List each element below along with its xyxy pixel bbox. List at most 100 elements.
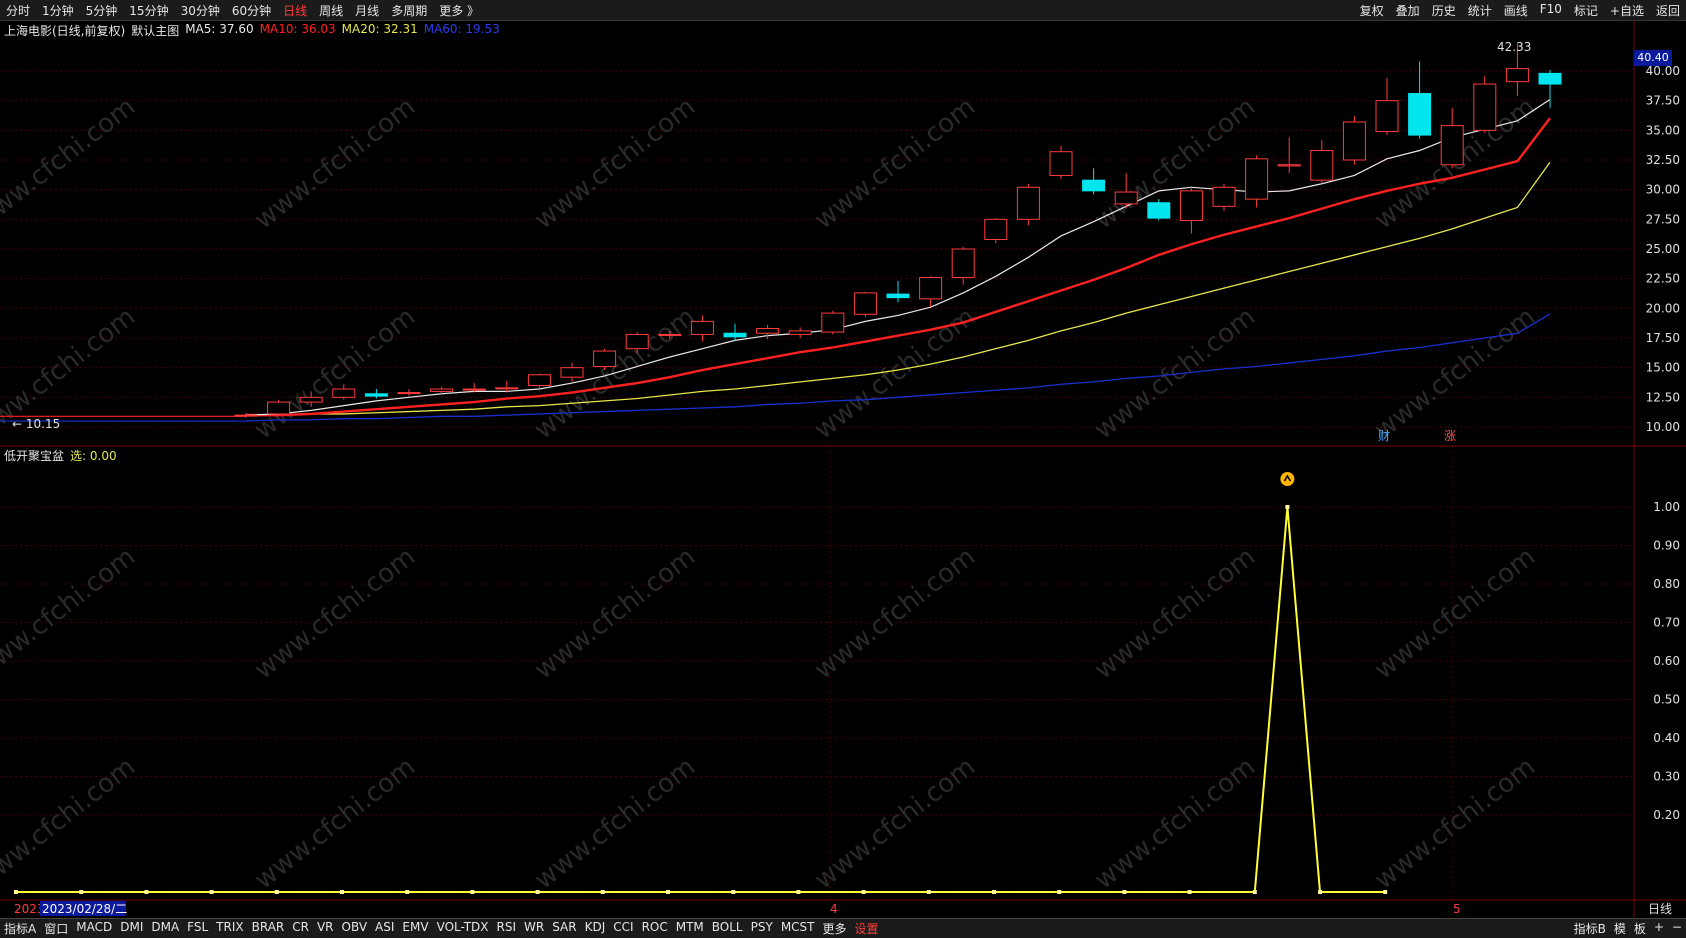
indicator-tab-18[interactable]: CCI	[613, 920, 634, 934]
price-tick-label: 20.00	[1646, 301, 1680, 315]
indicator-tab-19[interactable]: ROC	[641, 920, 668, 934]
bottom-control-1[interactable]: 模	[1613, 922, 1626, 936]
indicator-point	[1285, 505, 1290, 509]
kline-chart[interactable]: www.cfchi.com www.cfchi.com www.cfchi.com w…	[0, 20, 1686, 918]
indicator-tick-label: 0.60	[1653, 654, 1680, 668]
price-tick-label: 30.00	[1646, 183, 1680, 197]
candle-down	[886, 293, 910, 299]
indicator-point	[926, 890, 931, 894]
indicator-tab-7[interactable]: BRAR	[251, 920, 285, 934]
bottom-control-4[interactable]: −	[1671, 920, 1682, 934]
indicator-point	[731, 890, 736, 894]
bottom-control-3[interactable]: +	[1653, 920, 1664, 934]
indicator-tab-16[interactable]: SAR	[552, 920, 577, 934]
indicator-tab-23[interactable]: MCST	[780, 920, 815, 934]
indicator-tab-17[interactable]: KDJ	[584, 920, 606, 934]
watermark-text: www.cfchi.com	[1369, 302, 1541, 446]
candle-up	[1342, 121, 1366, 161]
toolbar-button-6[interactable]: 标记	[1573, 3, 1598, 18]
signal-arrow-icon	[1283, 474, 1292, 482]
bottom-control-0[interactable]: 指标B	[1573, 922, 1606, 936]
watermark-text: www.cfchi.com	[529, 302, 701, 446]
indicator-tab-4[interactable]: DMA	[151, 920, 180, 934]
toolbar-button-5[interactable]: F10	[1539, 1, 1562, 16]
price-tick-label: 32.50	[1646, 153, 1680, 167]
candle-up	[234, 414, 258, 417]
price-tick-label: 10.00	[1646, 420, 1680, 434]
tab-period-5[interactable]: 60分钟	[231, 3, 272, 18]
candle-up	[788, 330, 812, 335]
price-tick-label: 22.50	[1646, 272, 1680, 286]
main-legend: 上海电影(日线,前复权) 默认主图 MA5: 37.60 MA10: 36.03…	[4, 22, 500, 39]
indicator-tab-8[interactable]: CR	[292, 920, 309, 934]
candle-up	[495, 387, 519, 390]
indicator-tab-24[interactable]: 更多	[822, 922, 847, 936]
tab-period-7[interactable]: 周线	[319, 3, 344, 18]
indicator-tab-6[interactable]: TRIX	[216, 920, 244, 934]
toolbar-button-2[interactable]: 历史	[1431, 3, 1456, 18]
tab-period-8[interactable]: 月线	[355, 3, 380, 18]
tab-period-6[interactable]: 日线	[283, 3, 308, 18]
indicator-point	[1057, 890, 1062, 894]
watermark-text: www.cfchi.com	[529, 542, 701, 686]
indicator-tab-12[interactable]: EMV	[402, 920, 429, 934]
indicator-name[interactable]: 低开聚宝盆	[4, 449, 65, 463]
candle-up	[527, 374, 551, 386]
bottom-control-2[interactable]: 板	[1633, 922, 1646, 936]
candle-up	[267, 401, 291, 415]
indicator-tab-9[interactable]: VR	[316, 920, 334, 934]
candle-up	[919, 276, 943, 300]
tab-period-1[interactable]: 1分钟	[42, 3, 74, 18]
price-tick-label: 27.50	[1646, 212, 1680, 226]
indicator-tab-1[interactable]: 窗口	[44, 922, 69, 936]
tab-period-10[interactable]: 更多 》	[439, 3, 480, 18]
indicator-tick-label: 0.20	[1653, 808, 1680, 822]
indicator-tab-22[interactable]: PSY	[750, 920, 773, 934]
indicator-tick-label: 0.70	[1653, 616, 1680, 630]
tab-period-0[interactable]: 分时	[6, 3, 31, 18]
indicator-tab-0[interactable]: 指标A	[4, 922, 37, 936]
tab-period-2[interactable]: 5分钟	[85, 3, 118, 18]
watermark-text: www.cfchi.com	[809, 752, 981, 896]
indicator-point	[861, 890, 866, 894]
tab-period-9[interactable]: 多周期	[391, 3, 428, 18]
candle-up	[853, 292, 877, 315]
watermark-text: www.cfchi.com	[1369, 542, 1541, 686]
indicator-point	[600, 890, 605, 894]
ma10-label: MA10: 36.03	[259, 22, 336, 36]
indicator-tab-13[interactable]: VOL-TDX	[436, 920, 489, 934]
indicator-tab-25[interactable]: 设置	[854, 922, 879, 936]
indicator-tick-label: 0.80	[1653, 577, 1680, 591]
indicator-tab-15[interactable]: WR	[524, 920, 545, 934]
toolbar-button-7[interactable]: +自选	[1609, 3, 1644, 18]
indicator-tab-14[interactable]: RSI	[496, 920, 517, 934]
indicator-tab-10[interactable]: OBV	[341, 920, 368, 934]
candle-up	[1473, 83, 1497, 131]
main-chart-label[interactable]: 默认主图	[131, 24, 180, 38]
indicator-point	[14, 890, 18, 894]
tab-period-3[interactable]: 15分钟	[129, 3, 169, 18]
candle-up	[1114, 191, 1138, 205]
toolbar-button-0[interactable]: 复权	[1359, 3, 1384, 18]
toolbar-right: 复权 叠加 历史 统计 画线 F10 标记 +自选 返回	[1354, 2, 1686, 19]
indicator-tab-3[interactable]: DMI	[120, 920, 144, 934]
toolbar-button-4[interactable]: 画线	[1503, 3, 1528, 18]
indicator-tab-5[interactable]: FSL	[187, 920, 209, 934]
toolbar-button-8[interactable]: 返回	[1655, 3, 1680, 18]
indicator-point	[274, 890, 279, 894]
watermark-text: www.cfchi.com	[249, 302, 421, 446]
stock-title[interactable]: 上海电影(日线,前复权)	[4, 24, 126, 38]
indicator-tab-20[interactable]: MTM	[675, 920, 704, 934]
toolbar-button-1[interactable]: 叠加	[1395, 3, 1420, 18]
watermark-text: www.cfchi.com	[809, 542, 981, 686]
candle-up	[756, 328, 780, 334]
tab-period-4[interactable]: 30分钟	[180, 3, 220, 18]
month-label-4: 4	[830, 902, 838, 916]
toolbar-button-3[interactable]: 统计	[1467, 3, 1492, 18]
candle-up	[1179, 190, 1203, 222]
finance-event-tag: 财	[1378, 429, 1390, 443]
indicator-tab-11[interactable]: ASI	[375, 920, 395, 934]
indicator-tab-21[interactable]: BOLL	[711, 920, 743, 934]
ma20-label: MA20: 32.31	[341, 22, 418, 36]
indicator-tab-2[interactable]: MACD	[76, 920, 113, 934]
